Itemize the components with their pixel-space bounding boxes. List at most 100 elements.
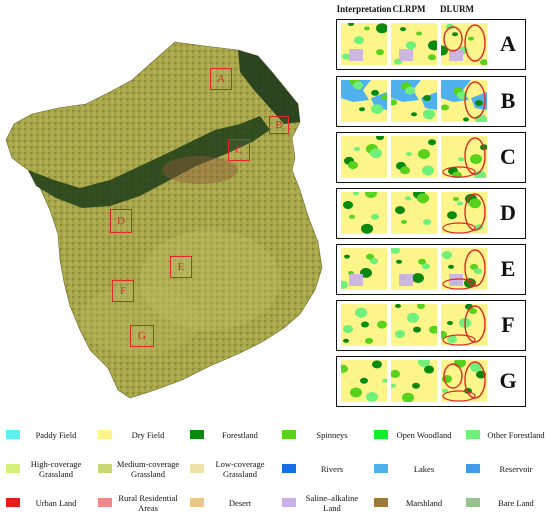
legend-swatch	[98, 464, 112, 473]
legend-label: Rural Residential Areas	[118, 493, 178, 513]
legend-swatch	[282, 430, 296, 439]
legend-swatch	[6, 498, 20, 507]
legend-label: Low-coverage Grassland	[215, 459, 265, 479]
legend-swatch	[190, 498, 204, 507]
legend-item: Low-coverage Grassland	[184, 454, 272, 484]
legend-swatch	[98, 498, 112, 507]
legend-label: Saline–alkaline Land	[305, 493, 359, 513]
legend-item: Rural Residential Areas	[92, 488, 180, 518]
column-header-clrpm: CLRPM	[392, 4, 426, 14]
legend-label: Spinneys	[316, 430, 348, 440]
legend-label: Open Woodland	[396, 430, 452, 440]
row-label: C	[500, 144, 516, 169]
tile-interpretation	[341, 192, 387, 234]
legend-label: Marshland	[405, 498, 443, 508]
legend-label: Bare Land	[498, 498, 534, 508]
legend-label: Paddy Field	[35, 430, 77, 440]
tile-interpretation	[341, 248, 387, 290]
tile-dlurm	[441, 192, 487, 234]
legend-swatch	[190, 430, 204, 439]
legend-item: Desert	[184, 488, 272, 518]
legend-swatch	[6, 464, 20, 473]
map-region-d: D	[110, 209, 132, 233]
tile-dlurm	[441, 80, 487, 122]
row-label: B	[500, 88, 516, 113]
legend-label: Forestland	[222, 430, 258, 440]
comparison-row-f: F	[336, 300, 526, 351]
comparison-row-d: D	[336, 188, 526, 239]
tile-dlurm	[441, 304, 487, 346]
legend-item: Lakes	[368, 454, 456, 484]
legend-label: Desert	[228, 498, 252, 508]
comparison-row-e: E	[336, 244, 526, 295]
legend-label: Lakes	[413, 464, 435, 474]
legend-label: Dry Field	[131, 430, 165, 440]
tile-clrpm	[391, 136, 437, 178]
tile-interpretation	[341, 360, 387, 402]
tile-dlurm	[441, 360, 487, 402]
legend-item: Reservoir	[460, 454, 548, 484]
legend-item: Saline–alkaline Land	[276, 488, 364, 518]
legend-label: Rivers	[320, 464, 344, 474]
column-header-dlurm: DLURM	[440, 4, 474, 14]
legend-item: Paddy Field	[0, 420, 88, 450]
legend-label: Other Forestland	[487, 430, 545, 440]
map-region-f: F	[112, 280, 134, 302]
legend-swatch	[282, 464, 296, 473]
tile-clrpm	[391, 23, 437, 65]
tile-clrpm	[391, 80, 437, 122]
legend-item: Rivers	[276, 454, 364, 484]
legend-swatch	[466, 464, 480, 473]
row-label: A	[500, 31, 516, 56]
tile-interpretation	[341, 304, 387, 346]
map-region-e: E	[170, 256, 192, 278]
row-label: G	[499, 368, 517, 393]
legend-label: High-coverage Grassland	[30, 459, 82, 479]
row-label: E	[500, 256, 516, 281]
tile-interpretation	[341, 80, 387, 122]
legend-label: Medium-coverage Grassland	[116, 459, 180, 479]
tile-dlurm	[441, 248, 487, 290]
legend-item: Urban Land	[0, 488, 88, 518]
legend-label: Reservoir	[499, 464, 533, 474]
tile-clrpm	[391, 360, 437, 402]
comparison-row-g: G	[336, 356, 526, 407]
tile-dlurm	[441, 23, 487, 65]
map-region-a: A	[210, 68, 232, 90]
legend-swatch	[190, 464, 204, 473]
legend-swatch	[98, 430, 112, 439]
legend-item: Other Forestland	[460, 420, 548, 450]
legend-swatch	[466, 498, 480, 507]
column-header-interpretation: Interpretation	[336, 4, 392, 14]
legend-swatch	[282, 498, 296, 507]
legend-label: Urban Land	[35, 498, 77, 508]
row-label: D	[500, 200, 516, 225]
legend-item: Marshland	[368, 488, 456, 518]
legend-item: Dry Field	[92, 420, 180, 450]
legend-item: Bare Land	[460, 488, 548, 518]
tile-interpretation	[341, 23, 387, 65]
row-label: F	[501, 312, 515, 337]
legend: Paddy Field Dry Field Forestland Spinneys Op…	[0, 418, 550, 527]
map-region-b: B	[269, 116, 289, 134]
legend-swatch	[374, 498, 388, 507]
satellite-map: A B C D E F G	[0, 20, 330, 405]
legend-swatch	[6, 430, 20, 439]
tile-interpretation	[341, 136, 387, 178]
comparison-row-c: C	[336, 132, 526, 183]
map-region-c: C	[228, 139, 250, 161]
legend-item: Medium-coverage Grassland	[92, 454, 180, 484]
legend-swatch	[374, 430, 388, 439]
comparison-row-a: A	[336, 19, 526, 70]
tile-clrpm	[391, 304, 437, 346]
legend-item: Open Woodland	[368, 420, 456, 450]
tile-clrpm	[391, 248, 437, 290]
legend-item: Forestland	[184, 420, 272, 450]
legend-item: High-coverage Grassland	[0, 454, 88, 484]
legend-swatch	[374, 464, 388, 473]
tile-dlurm	[441, 136, 487, 178]
legend-swatch	[466, 430, 480, 439]
comparison-panel: Interpretation CLRPM DLURM A B C D E F G	[334, 0, 528, 412]
legend-item: Spinneys	[276, 420, 364, 450]
